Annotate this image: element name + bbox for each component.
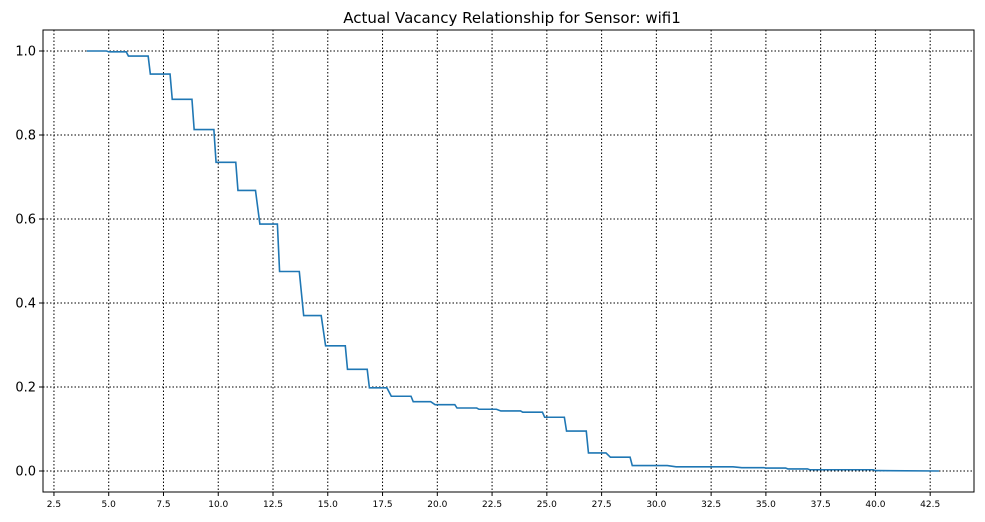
x-tick-label: 42.5	[920, 500, 940, 510]
x-tick-label: 7.5	[156, 500, 170, 510]
y-axis-ticks: 0.0 0.2 0.4 0.6 0.8 1.0	[15, 45, 43, 480]
x-tick-label: 10.0	[208, 500, 228, 510]
x-tick-label: 20.0	[427, 500, 447, 510]
y-tick-label: 0.4	[15, 297, 36, 312]
x-tick-label: 12.5	[263, 500, 283, 510]
grid-lines	[43, 30, 974, 492]
x-axis-ticks: 2.5 5.0 7.5 10.0 12.5 15.0 17.5 20.0 22.5 25.0 27.…	[47, 492, 940, 510]
series-lines	[86, 50, 939, 472]
y-tick-label: 0.2	[15, 381, 36, 396]
y-tick-label: 0.6	[15, 213, 36, 228]
x-tick-label: 5.0	[102, 500, 117, 510]
x-tick-label: 27.5	[592, 500, 612, 510]
series-line	[86, 50, 939, 472]
plot-frame	[42, 29, 975, 493]
x-tick-label: 32.5	[701, 500, 721, 510]
x-tick-label: 22.5	[482, 500, 502, 510]
x-tick-label: 30.0	[646, 500, 666, 510]
x-tick-label: 2.5	[47, 500, 61, 510]
x-tick-label: 25.0	[537, 500, 557, 510]
axes	[42, 29, 975, 493]
x-tick-label: 37.5	[811, 500, 831, 510]
y-tick-label: 1.0	[15, 45, 36, 60]
x-tick-label: 35.0	[756, 500, 776, 510]
y-tick-label: 0.8	[15, 129, 36, 144]
x-tick-label: 17.5	[373, 500, 393, 510]
x-tick-label: 15.0	[318, 500, 338, 510]
x-tick-label: 40.0	[865, 500, 885, 510]
y-tick-label: 0.0	[15, 465, 36, 480]
chart-title: Actual Vacancy Relationship for Sensor: …	[343, 9, 681, 27]
